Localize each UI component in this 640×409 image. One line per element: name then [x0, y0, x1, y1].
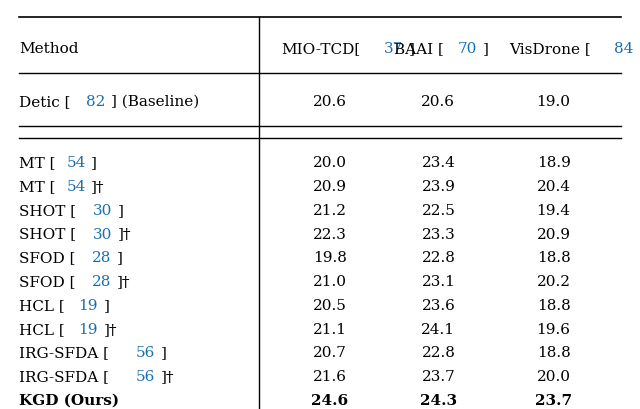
Text: HCL [: HCL [	[19, 298, 65, 312]
Text: Method: Method	[19, 42, 79, 56]
Text: 56: 56	[135, 369, 155, 383]
Text: 21.6: 21.6	[312, 369, 347, 383]
Text: 24.1: 24.1	[421, 322, 456, 336]
Text: VisDrone [: VisDrone [	[509, 42, 591, 56]
Text: IRG-SFDA [: IRG-SFDA [	[19, 369, 109, 383]
Text: 19: 19	[78, 298, 98, 312]
Text: KGD (Ours): KGD (Ours)	[19, 393, 119, 407]
Text: 24.3: 24.3	[420, 393, 457, 407]
Text: 18.9: 18.9	[537, 156, 570, 170]
Text: BAAI [: BAAI [	[394, 42, 444, 56]
Text: 21.0: 21.0	[312, 274, 347, 288]
Text: 23.3: 23.3	[422, 227, 455, 241]
Text: 23.7: 23.7	[422, 369, 455, 383]
Text: 20.4: 20.4	[536, 180, 571, 193]
Text: ] (Baseline): ] (Baseline)	[111, 94, 199, 108]
Text: Detic [: Detic [	[19, 94, 70, 108]
Text: 23.4: 23.4	[422, 156, 455, 170]
Text: ]: ]	[409, 42, 415, 56]
Text: 23.9: 23.9	[422, 180, 455, 193]
Text: ]: ]	[118, 203, 124, 217]
Text: 19: 19	[78, 322, 98, 336]
Text: ]†: ]†	[92, 180, 105, 193]
Text: ]†: ]†	[117, 274, 131, 288]
Text: 30: 30	[93, 203, 112, 217]
Text: ]: ]	[639, 42, 640, 56]
Text: 28: 28	[92, 274, 111, 288]
Text: 23.7: 23.7	[535, 393, 572, 407]
Text: 20.0: 20.0	[312, 156, 347, 170]
Text: 56: 56	[135, 346, 155, 360]
Text: IRG-SFDA [: IRG-SFDA [	[19, 346, 109, 360]
Text: MT [: MT [	[19, 180, 56, 193]
Text: 23.6: 23.6	[422, 298, 455, 312]
Text: 19.0: 19.0	[536, 94, 571, 108]
Text: 24.6: 24.6	[311, 393, 348, 407]
Text: ]: ]	[117, 251, 123, 265]
Text: 19.4: 19.4	[536, 203, 571, 217]
Text: 28: 28	[92, 251, 111, 265]
Text: ]: ]	[104, 298, 109, 312]
Text: 20.9: 20.9	[312, 180, 347, 193]
Text: ]: ]	[92, 156, 97, 170]
Text: 20.0: 20.0	[536, 369, 571, 383]
Text: 20.2: 20.2	[536, 274, 571, 288]
Text: 19.6: 19.6	[536, 322, 571, 336]
Text: SHOT [: SHOT [	[19, 227, 76, 241]
Text: 22.5: 22.5	[422, 203, 455, 217]
Text: 37: 37	[384, 42, 403, 56]
Text: 21.2: 21.2	[312, 203, 347, 217]
Text: 20.6: 20.6	[421, 94, 456, 108]
Text: SFOD [: SFOD [	[19, 274, 76, 288]
Text: 84: 84	[614, 42, 634, 56]
Text: 20.5: 20.5	[313, 298, 346, 312]
Text: SFOD [: SFOD [	[19, 251, 76, 265]
Text: 20.6: 20.6	[312, 94, 347, 108]
Text: 18.8: 18.8	[537, 346, 570, 360]
Text: ]†: ]†	[104, 322, 117, 336]
Text: 54: 54	[67, 156, 86, 170]
Text: ]†: ]†	[118, 227, 131, 241]
Text: 23.1: 23.1	[422, 274, 455, 288]
Text: ]†: ]†	[161, 369, 174, 383]
Text: 20.7: 20.7	[313, 346, 346, 360]
Text: 19.8: 19.8	[313, 251, 346, 265]
Text: 21.1: 21.1	[312, 322, 347, 336]
Text: 20.9: 20.9	[536, 227, 571, 241]
Text: SHOT [: SHOT [	[19, 203, 76, 217]
Text: 18.8: 18.8	[537, 251, 570, 265]
Text: HCL [: HCL [	[19, 322, 65, 336]
Text: 22.8: 22.8	[422, 346, 455, 360]
Text: 22.3: 22.3	[313, 227, 346, 241]
Text: MIO-TCD[: MIO-TCD[	[282, 42, 361, 56]
Text: 82: 82	[86, 94, 105, 108]
Text: 54: 54	[67, 180, 86, 193]
Text: 18.8: 18.8	[537, 298, 570, 312]
Text: 30: 30	[93, 227, 112, 241]
Text: ]: ]	[483, 42, 489, 56]
Text: 70: 70	[458, 42, 477, 56]
Text: 22.8: 22.8	[422, 251, 455, 265]
Text: ]: ]	[161, 346, 166, 360]
Text: MT [: MT [	[19, 156, 56, 170]
